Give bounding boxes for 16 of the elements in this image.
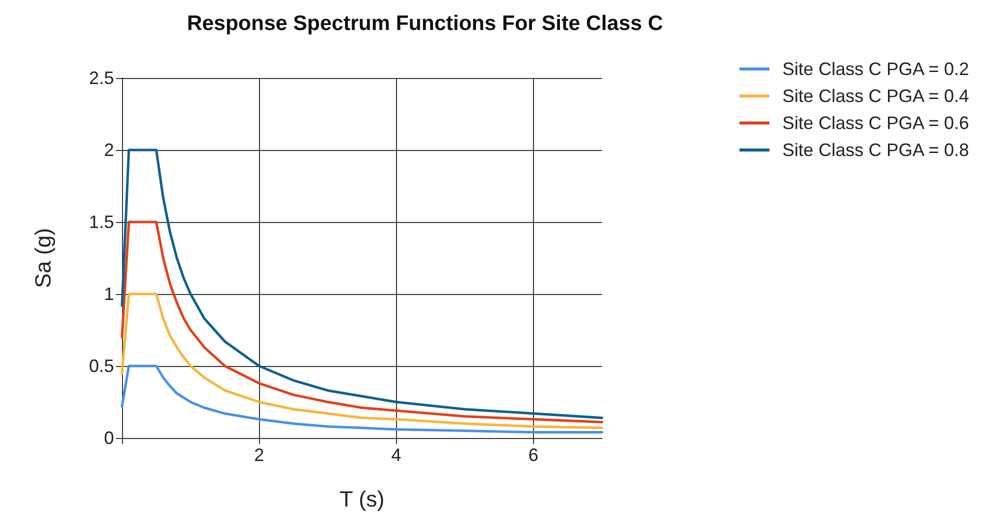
x-tick-label: 2 [254, 445, 264, 465]
y-tick-label: 0.5 [88, 356, 114, 376]
legend-label: Site Class C PGA = 0.2 [782, 59, 970, 79]
legend-label: Site Class C PGA = 0.8 [782, 140, 970, 160]
y-tick-label: 1 [104, 284, 114, 304]
legend-label: Site Class C PGA = 0.4 [782, 86, 970, 106]
x-tick-label: 6 [528, 445, 538, 465]
x-tick-label: 4 [391, 445, 402, 465]
y-tick-label: 2.5 [88, 68, 114, 88]
y-tick-label: 2 [104, 140, 114, 160]
y-tick-label: 1.5 [88, 212, 114, 232]
legend-label: Site Class C PGA = 0.6 [782, 113, 970, 133]
y-tick-label: 0 [104, 428, 114, 448]
y-axis-title: Sa (g) [30, 228, 56, 288]
chart-title: Response Spectrum Functions For Site Class C [186, 12, 664, 35]
x-axis-title: T (s) [340, 486, 384, 512]
